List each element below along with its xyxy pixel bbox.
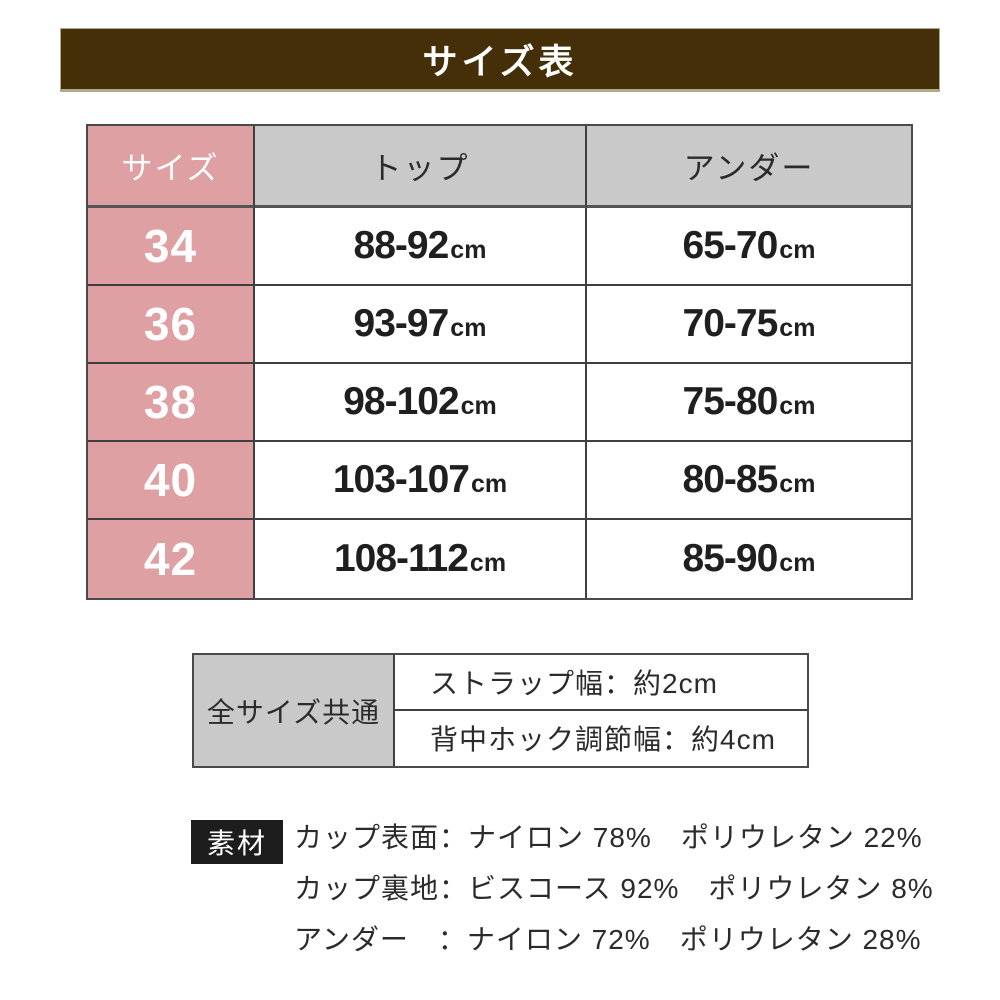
measurement-value: 108-112	[333, 537, 469, 580]
page-title: サイズ表	[422, 42, 578, 82]
common-specs-table: 全サイズ共通 ストラップ幅：約2cm 背中ホック調節幅：約4cm	[192, 653, 809, 768]
under-measurement-cell: 70-75 cm	[587, 286, 911, 364]
measurement-value: 93-97	[353, 302, 450, 345]
top-measurement-cell: 103-107 cm	[255, 442, 587, 520]
measurement-value: 80-85	[682, 458, 779, 501]
spec-text: 背中ホック調節幅：約4cm	[430, 724, 776, 756]
under-measurement-cell: 75-80 cm	[587, 364, 911, 442]
size-cell: 34	[88, 208, 255, 286]
spec-text: ストラップ幅：約2cm	[430, 667, 718, 699]
size-cell: 40	[88, 442, 255, 520]
material-list: カップ表面：ナイロン 78% ポリウレタン 22% カップ裏地：ビスコース 92…	[294, 812, 934, 965]
measurement-value: 98-102	[343, 380, 459, 423]
measurement-unit: cm	[779, 236, 816, 264]
title-banner: サイズ表	[60, 28, 940, 92]
under-measurement-cell: 80-85 cm	[587, 442, 911, 520]
top-measurement-cell: 93-97 cm	[255, 286, 587, 364]
measurement-unit: cm	[469, 549, 507, 577]
size-cell: 42	[88, 520, 255, 598]
under-measurement-cell: 65-70 cm	[587, 208, 911, 286]
column-header-under: アンダー	[587, 126, 911, 208]
measurement-unit: cm	[460, 392, 497, 420]
top-measurement-cell: 98-102 cm	[255, 364, 587, 442]
spec-row-hook-adjust-width: 背中ホック調節幅：約4cm	[395, 710, 807, 766]
top-measurement-cell: 88-92 cm	[255, 208, 587, 286]
measurement-value: 85-90	[682, 537, 779, 580]
measurement-unit: cm	[779, 549, 816, 577]
measurement-unit: cm	[471, 470, 508, 498]
measurement-value: 65-70	[682, 224, 779, 267]
material-line-under: アンダー ：ナイロン 72% ポリウレタン 28%	[294, 924, 922, 955]
measurement-value: 70-75	[682, 302, 779, 345]
size-table: サイズ トップ アンダー 34 88-92 cm 65-70 cm 36 93-97…	[86, 124, 913, 600]
material-label: 素材	[191, 820, 283, 864]
measurement-value: 103-107	[332, 458, 470, 501]
common-specs-label: 全サイズ共通	[194, 655, 395, 766]
under-measurement-cell: 85-90 cm	[587, 520, 911, 598]
measurement-unit: cm	[450, 314, 487, 342]
spec-row-strap-width: ストラップ幅：約2cm	[395, 655, 807, 711]
material-line-cup-surface: カップ表面：ナイロン 78% ポリウレタン 22%	[294, 822, 923, 853]
size-cell: 36	[88, 286, 255, 364]
measurement-unit: cm	[779, 470, 816, 498]
measurement-unit: cm	[779, 392, 816, 420]
measurement-value: 88-92	[353, 224, 450, 267]
measurement-value: 75-80	[682, 380, 779, 423]
column-header-top: トップ	[255, 126, 587, 208]
size-cell: 38	[88, 364, 255, 442]
column-header-size: サイズ	[88, 126, 255, 208]
top-measurement-cell: 108-112 cm	[255, 520, 587, 598]
measurement-unit: cm	[779, 314, 816, 342]
measurement-unit: cm	[450, 236, 487, 264]
material-line-cup-lining: カップ裏地：ビスコース 92% ポリウレタン 8%	[294, 873, 934, 904]
